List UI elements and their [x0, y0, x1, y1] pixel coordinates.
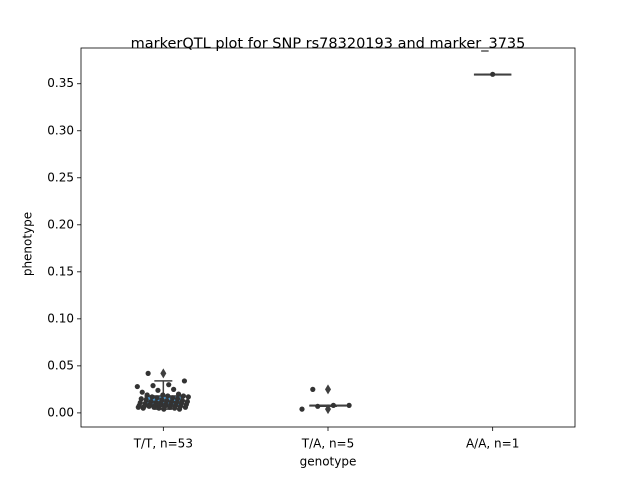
point	[299, 406, 305, 412]
point	[150, 383, 156, 389]
point	[134, 383, 140, 390]
y-tick-label: 0.25	[47, 170, 74, 184]
point	[171, 386, 177, 392]
point	[490, 71, 496, 77]
y-tick-label: 0.35	[47, 76, 74, 90]
point	[167, 404, 173, 410]
y-tick-label: 0.30	[47, 123, 74, 137]
x-tick-label: T/T, n=53	[133, 437, 193, 451]
point	[180, 393, 187, 399]
x-axis-label: genotype	[300, 455, 357, 469]
point	[346, 402, 352, 408]
point	[175, 391, 182, 397]
y-tick-label: 0.15	[47, 264, 74, 278]
point	[182, 404, 189, 410]
y-tick-label: 0.20	[47, 217, 74, 231]
point	[310, 386, 316, 392]
point	[144, 392, 150, 398]
point	[140, 405, 146, 411]
point	[139, 389, 145, 395]
point	[160, 392, 166, 398]
y-tick-label: 0.05	[47, 358, 74, 372]
point	[151, 404, 157, 410]
chart-title: markerQTL plot for SNP rs78320193 and ma…	[131, 36, 526, 52]
outlier	[325, 404, 331, 415]
point	[176, 406, 183, 412]
plot-frame	[80, 47, 576, 428]
x-tick-label: A/A, n=1	[466, 437, 519, 451]
outlier	[160, 368, 167, 379]
point	[146, 403, 152, 409]
x-tick-label: T/A, n=5	[301, 437, 355, 451]
point	[172, 405, 178, 411]
point	[135, 404, 141, 410]
y-tick-label: 0.10	[47, 311, 74, 325]
point	[156, 405, 162, 411]
outlier	[325, 384, 331, 395]
point	[185, 394, 191, 400]
point	[145, 370, 151, 376]
point	[181, 378, 188, 384]
point	[315, 403, 321, 409]
point	[330, 402, 336, 408]
point	[149, 394, 155, 400]
point	[161, 406, 167, 412]
point	[166, 382, 172, 388]
point	[165, 393, 171, 399]
y-axis-label: phenotype	[21, 212, 35, 276]
point	[154, 395, 160, 401]
point	[155, 387, 161, 393]
y-tick-label: 0.00	[47, 405, 74, 419]
